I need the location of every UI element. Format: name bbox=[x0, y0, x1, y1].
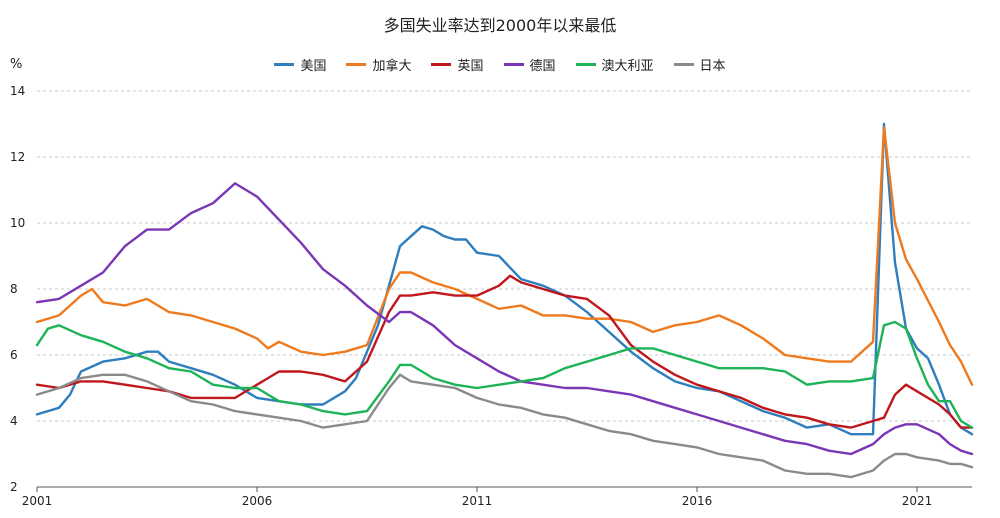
legend-item: 英国 bbox=[431, 55, 484, 74]
y-axis-unit-label: % bbox=[10, 57, 23, 72]
legend-swatch bbox=[346, 63, 367, 66]
series-line-2 bbox=[35, 274, 974, 429]
x-tick-label: 2001 bbox=[22, 494, 53, 508]
y-tick-label: 12 bbox=[10, 150, 25, 164]
legend-item: 澳大利亚 bbox=[575, 55, 654, 74]
legend-label: 加拿大 bbox=[372, 59, 412, 74]
legend-item: 德国 bbox=[503, 55, 556, 74]
legend-item: 加拿大 bbox=[346, 55, 411, 74]
y-tick-label: 4 bbox=[10, 414, 18, 428]
legend: 美国 加拿大 英国 德国 澳大利亚 日本 bbox=[0, 55, 1000, 74]
series-line-4 bbox=[35, 320, 974, 429]
x-tick-label: 2016 bbox=[682, 494, 713, 508]
legend-item: 美国 bbox=[274, 55, 326, 74]
y-tick-label: 2 bbox=[10, 480, 18, 494]
legend-swatch bbox=[503, 63, 524, 66]
legend-swatch bbox=[575, 63, 596, 66]
legend-label: 美国 bbox=[300, 59, 327, 74]
y-tick-label: 14 bbox=[10, 84, 25, 98]
x-tick-label: 2021 bbox=[902, 494, 933, 508]
series-line-3 bbox=[35, 182, 974, 456]
legend-label: 澳大利亚 bbox=[601, 59, 654, 74]
legend-label: 英国 bbox=[457, 59, 484, 74]
y-tick-label: 10 bbox=[10, 216, 25, 230]
y-tick-label: 8 bbox=[10, 282, 18, 296]
series-line-1 bbox=[35, 126, 974, 386]
legend-swatch bbox=[673, 63, 694, 66]
series-line-5 bbox=[35, 373, 974, 479]
legend-item: 日本 bbox=[673, 55, 726, 74]
y-tick-label: 6 bbox=[10, 348, 18, 362]
x-tick-label: 2011 bbox=[462, 494, 493, 508]
legend-swatch bbox=[431, 63, 452, 66]
legend-label: 德国 bbox=[529, 59, 556, 74]
legend-swatch bbox=[274, 63, 295, 66]
series-line-0 bbox=[35, 122, 974, 436]
legend-label: 日本 bbox=[699, 59, 726, 74]
x-tick-label: 2006 bbox=[242, 494, 273, 508]
chart-title: 多国失业率达到2000年以来最低 bbox=[383, 16, 617, 35]
